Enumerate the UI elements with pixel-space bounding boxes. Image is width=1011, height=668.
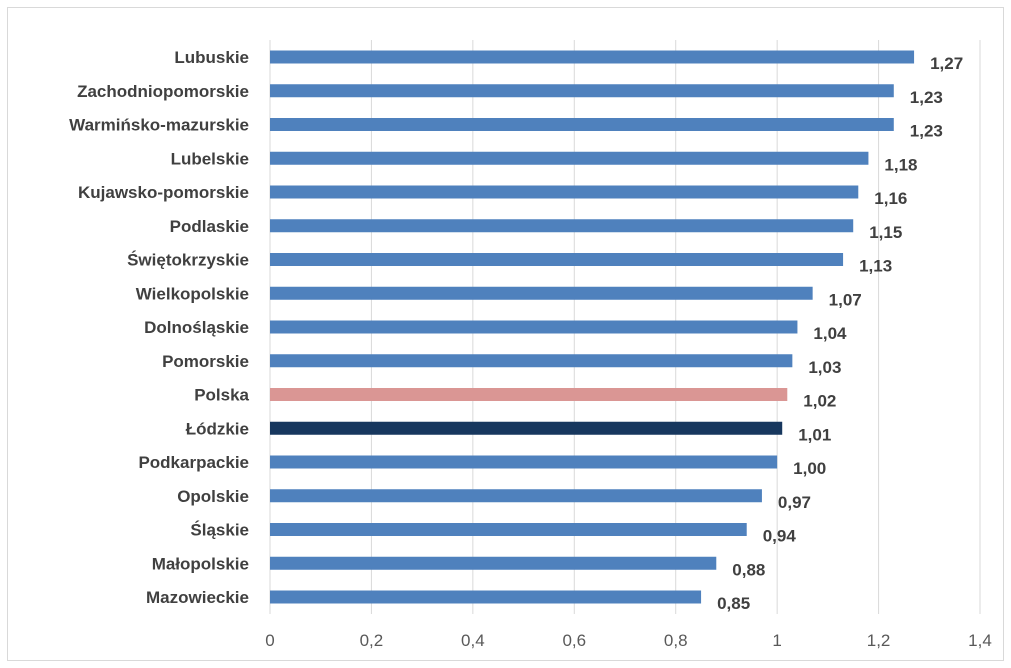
chart-area — [7, 7, 1004, 661]
bar — [270, 354, 793, 368]
category-label: Polska — [194, 386, 249, 405]
data-label: 1,13 — [859, 257, 892, 276]
data-label: 1,04 — [813, 324, 847, 343]
x-axis-tick-labels: 0 0,2 0,4 0,6 0,8 1 1,2 1,4 — [265, 631, 992, 650]
bar — [270, 84, 894, 98]
data-label: 1,18 — [884, 155, 917, 174]
bar — [270, 118, 894, 131]
bar — [270, 455, 778, 469]
bar — [270, 590, 702, 604]
category-label: Wielkopolskie — [136, 284, 249, 303]
data-label: 1,07 — [829, 290, 862, 309]
data-label: 1,23 — [910, 122, 943, 141]
data-label: 1,27 — [930, 54, 963, 73]
bar — [270, 286, 813, 300]
category-label: Małopolskie — [152, 554, 249, 573]
data-label: 0,85 — [717, 594, 750, 613]
data-label: 1,02 — [803, 392, 836, 411]
category-label: Śląskie — [190, 521, 249, 540]
bar — [270, 320, 798, 334]
x-tick-label: 0,4 — [461, 631, 485, 650]
category-label: Dolnośląskie — [144, 318, 249, 337]
data-label: 0,97 — [778, 493, 811, 512]
x-tick-label: 1 — [772, 631, 781, 650]
category-label: Zachodniopomorskie — [77, 82, 249, 101]
category-label: Opolskie — [177, 487, 249, 506]
bar — [270, 523, 747, 536]
data-labels: 1,27 1,23 1,23 1,18 1,16 1,15 1,13 1,07 1,04 1,03… — [717, 54, 963, 613]
category-label: Kujawsko-pomorskie — [78, 183, 249, 202]
bar — [270, 50, 915, 64]
data-label: 1,01 — [798, 425, 831, 444]
bar — [270, 253, 844, 266]
category-label: Warmińsko-mazurskie — [69, 116, 249, 135]
category-label: Mazowieckie — [146, 588, 249, 607]
data-label: 1,23 — [910, 88, 943, 107]
bar — [270, 185, 859, 199]
data-label: 1,03 — [808, 358, 841, 377]
bar — [270, 219, 854, 233]
bar — [270, 556, 717, 570]
x-tick-label: 1,4 — [968, 631, 992, 650]
bar — [270, 151, 869, 165]
data-label: 1,15 — [869, 223, 902, 242]
category-label: Pomorskie — [162, 352, 249, 371]
bars — [270, 50, 915, 604]
category-labels: Lubuskie Zachodniopomorskie Warmińsko-mazu… — [69, 48, 249, 607]
x-tick-label: 0,2 — [360, 631, 384, 650]
x-tick-label: 0 — [265, 631, 274, 650]
bar — [270, 388, 788, 401]
data-label: 1,16 — [874, 189, 907, 208]
x-tick-label: 1,2 — [867, 631, 891, 650]
x-tick-label: 0,6 — [562, 631, 586, 650]
category-label: Lubuskie — [174, 48, 249, 67]
category-label: Świętokrzyskie — [127, 251, 249, 270]
x-tick-label: 0,8 — [664, 631, 688, 650]
bar — [270, 421, 783, 435]
category-label: Podlaskie — [170, 217, 249, 236]
data-label: 1,00 — [793, 459, 826, 478]
category-label: Podkarpackie — [138, 453, 249, 472]
data-label: 0,88 — [732, 560, 765, 579]
bar — [270, 489, 762, 503]
category-label: Łódzkie — [186, 419, 249, 438]
data-label: 0,94 — [763, 527, 797, 546]
category-label: Lubelskie — [171, 149, 249, 168]
